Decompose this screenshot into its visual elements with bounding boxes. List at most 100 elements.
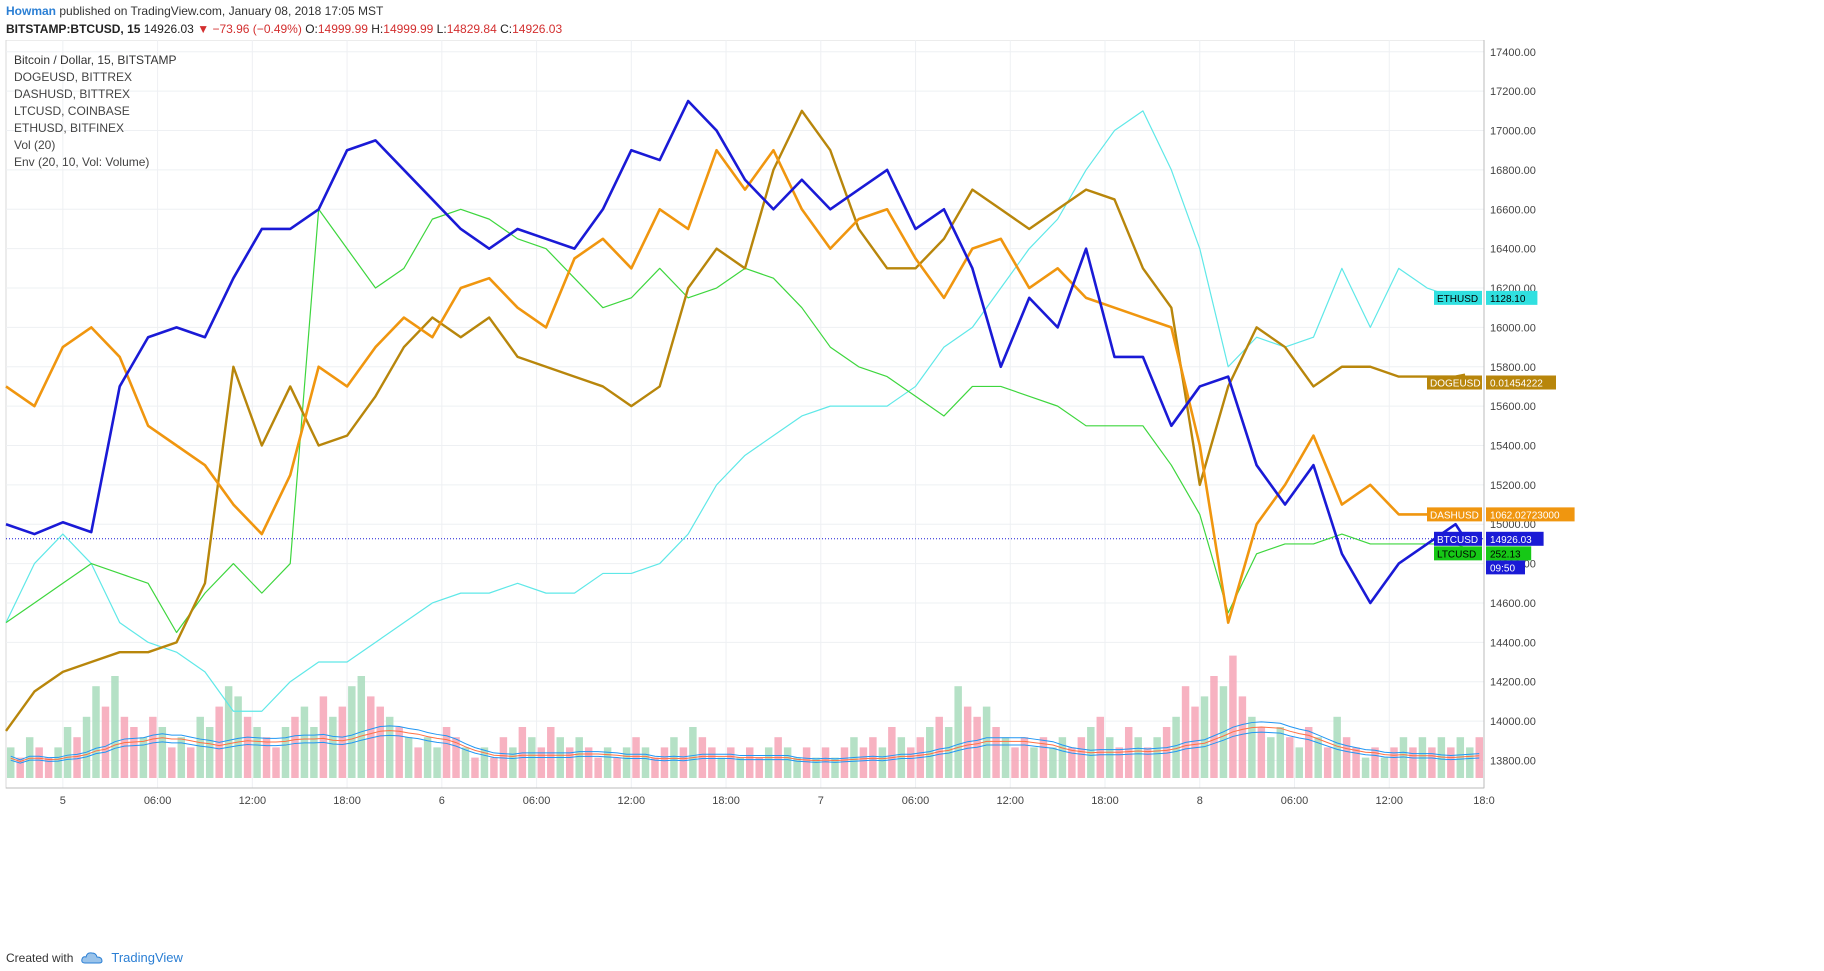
tradingview-brand-link[interactable]: TradingView	[111, 950, 183, 965]
footer: Created with TradingView	[6, 950, 183, 965]
volume-bar	[272, 747, 280, 778]
volume-bar	[1134, 737, 1142, 778]
volume-bar	[1466, 747, 1474, 778]
volume-bar	[783, 747, 792, 778]
volume-bar	[1049, 747, 1057, 778]
quote-close-label: C:	[500, 22, 513, 36]
volume-bar	[319, 696, 328, 778]
volume-bar	[1447, 747, 1455, 778]
volume-bar	[367, 696, 375, 778]
series-tag-label: ETHUSD	[1437, 294, 1478, 305]
volume-bar	[461, 747, 470, 778]
x-tick-label: 12:00	[239, 795, 267, 807]
volume-bar	[1124, 727, 1133, 778]
quote-change: −73.96 (−0.49%)	[212, 22, 302, 36]
volume-bar	[793, 757, 801, 778]
x-tick-label: 18:00	[333, 795, 361, 807]
legend-item-dashusd[interactable]: DASHUSD, BITTREX	[14, 87, 131, 101]
volume-bar	[395, 727, 403, 778]
volume-bar	[926, 727, 934, 778]
series-line-btcusd[interactable]	[5, 99, 1467, 605]
legend-item-ethusd[interactable]: ETHUSD, BITFINEX	[14, 121, 125, 135]
volume-bar	[1143, 747, 1152, 778]
volume-bar	[1077, 737, 1086, 778]
volume-bar	[537, 747, 546, 778]
series-line-dashusd[interactable]	[5, 148, 1466, 624]
series-tag-label: DASHUSD	[1430, 510, 1479, 521]
x-tick-label: 7	[818, 795, 824, 807]
price-tag	[1486, 375, 1556, 390]
volume-bar	[764, 747, 773, 778]
volume-bar	[54, 747, 62, 778]
volume-bar	[963, 706, 972, 778]
volume-bar	[139, 737, 148, 778]
volume-bar	[689, 727, 697, 778]
series-line-dogeusd[interactable]	[5, 109, 1466, 732]
volume-bar	[1181, 686, 1190, 778]
volume-bar	[35, 747, 43, 778]
volume-bar	[802, 747, 811, 778]
volume-bar	[935, 716, 943, 778]
quote-bar: BITSTAMP:BTCUSD, 15 14926.03 ▼ −73.96 (−…	[6, 22, 562, 36]
volume-bar	[63, 727, 72, 778]
price-tag	[1486, 546, 1532, 561]
volume-envelope-line	[10, 726, 1480, 763]
volume-bar	[1371, 747, 1379, 778]
legend-item-dogeusd[interactable]: DOGEUSD, BITTREX	[14, 70, 133, 84]
volume-bar	[736, 757, 744, 778]
legend-item-btcusd[interactable]: Bitcoin / Dollar, 15, BITSTAMP	[14, 53, 177, 67]
y-tick-label: 13800.00	[1490, 755, 1536, 767]
username-link[interactable]: Howman	[6, 4, 57, 18]
volume-bar	[7, 747, 15, 778]
price-tag-value: 0.01454222	[1490, 379, 1543, 390]
legend-item-ltcusd[interactable]: LTCUSD, COINBASE	[14, 104, 130, 118]
series-tag	[1427, 375, 1482, 390]
volume-bar	[101, 706, 110, 778]
quote-high: 14999.99	[383, 22, 434, 36]
y-tick-label: 15400.00	[1490, 440, 1536, 452]
price-chart[interactable]: 13800.00 14000.00 14200.00 14400.00 14600.00…	[0, 40, 1824, 938]
volume-bar	[120, 716, 129, 778]
price-tag	[1486, 290, 1538, 305]
quote-low: 14829.84	[446, 22, 497, 36]
tradingview-cloud-icon	[81, 951, 103, 963]
volume-bar	[205, 727, 214, 778]
series-line-ethusd[interactable]	[5, 110, 1466, 712]
volume-bar	[1039, 737, 1048, 778]
volume-envelope-line	[10, 731, 1480, 764]
volume-bar	[480, 747, 489, 778]
legend-item-envelope[interactable]: Env (20, 10, Vol: Volume)	[14, 155, 150, 169]
volume-bar	[1267, 737, 1275, 778]
y-tick-label: 14200.00	[1490, 677, 1536, 689]
volume-bar	[670, 737, 678, 778]
volume-bar	[73, 737, 81, 778]
x-tick-label: 06:00	[523, 795, 551, 807]
created-with-label: Created with	[6, 950, 74, 965]
volume-bar	[1172, 716, 1180, 778]
volume-bar	[82, 716, 91, 778]
volume-bar	[859, 747, 868, 778]
x-tick-label: 18:0	[1473, 795, 1494, 807]
volume-bar	[357, 676, 366, 778]
volume-bar	[821, 747, 830, 778]
volume-bar	[1096, 716, 1105, 778]
volume-bar	[812, 757, 820, 778]
volume-envelope-line	[10, 721, 1480, 761]
volume-bar	[1068, 747, 1076, 778]
volume-bar	[897, 737, 906, 778]
x-tick-label: 6	[439, 795, 445, 807]
volume-bar	[1011, 747, 1019, 778]
down-arrow-icon: ▼	[197, 22, 210, 36]
volume-bar	[414, 747, 422, 778]
volume-bar	[243, 716, 252, 778]
volume-bar	[992, 727, 1000, 778]
volume-bar	[878, 747, 887, 778]
volume-bar	[404, 737, 413, 778]
quote-high-label: H:	[371, 22, 384, 36]
volume-bar	[44, 757, 53, 778]
y-tick-label: 17200.00	[1490, 86, 1536, 98]
volume-bar	[632, 737, 640, 778]
volume-bar	[594, 757, 602, 778]
volume-bar	[1456, 737, 1465, 778]
legend-item-volume[interactable]: Vol (20)	[14, 138, 56, 152]
